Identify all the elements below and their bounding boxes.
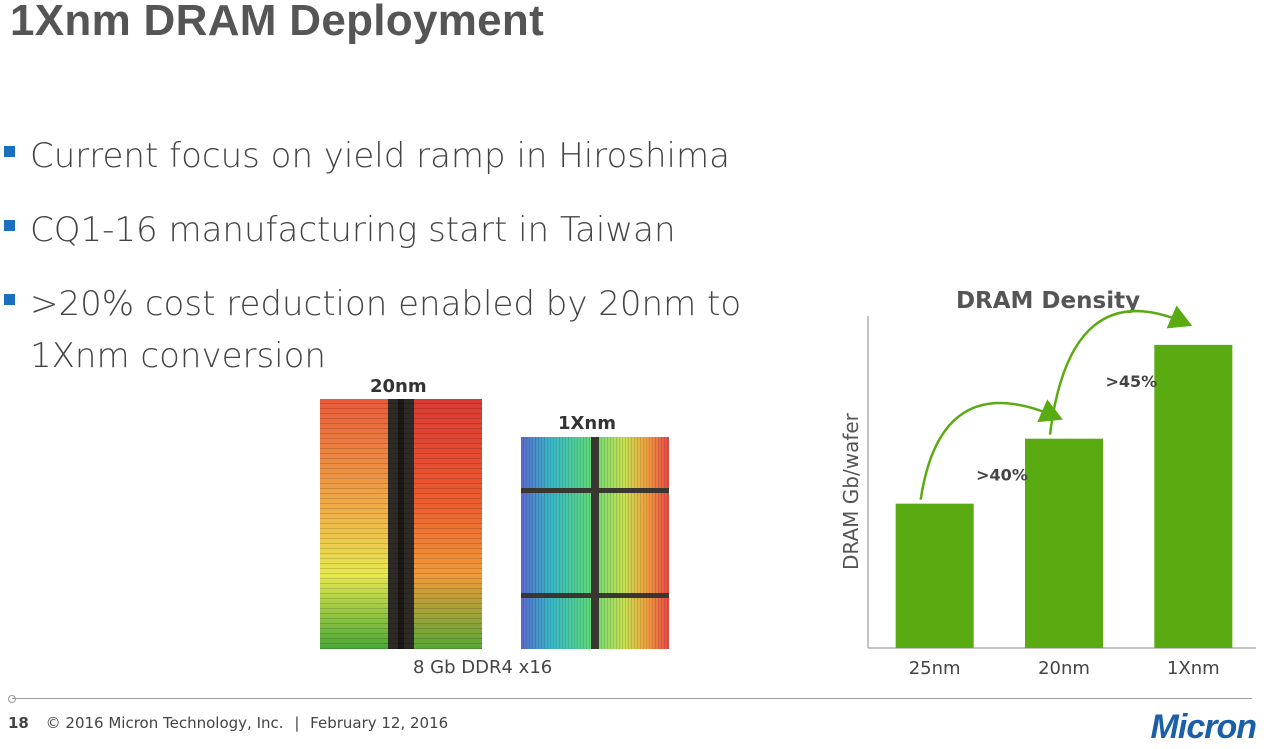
bar-1xnm: [1154, 344, 1233, 648]
bullet-marker-icon: [4, 294, 15, 305]
page-number: 18: [8, 714, 29, 732]
growth-arrow: [919, 399, 1063, 500]
bullet-text: CQ1-16 manufacturing start in Taiwan: [30, 210, 676, 250]
bar-20nm: [1025, 438, 1103, 648]
density-chart: DRAM Density DRAM Gb/wafer 25nm 20nm 1Xnm …: [820, 270, 1260, 690]
density-chart-svg: DRAM Density DRAM Gb/wafer 25nm 20nm 1Xnm …: [839, 288, 1256, 679]
growth-arrow: [1048, 305, 1193, 435]
bullet-text: Current focus on yield ramp in Hiroshima: [30, 136, 730, 176]
copyright-text: © 2016 Micron Technology, Inc.: [45, 714, 284, 732]
footer: 18 © 2016 Micron Technology, Inc. | Febr…: [8, 714, 448, 732]
die-1xnm-label: 1Xnm: [558, 413, 616, 434]
bar-25nm: [895, 503, 974, 648]
growth-annotation: >40%: [976, 466, 1028, 485]
x-tick-label: 1Xnm: [1167, 658, 1220, 679]
die-caption: 8 Gb DDR4 x16: [413, 657, 553, 678]
die-1xnm-image: [521, 437, 669, 649]
bullet-marker-icon: [4, 220, 15, 231]
die-20nm-image: [320, 399, 482, 649]
bullet-text: >20% cost reduction enabled by 20nm to 1…: [30, 284, 742, 376]
die-20nm-label: 20nm: [370, 376, 427, 397]
footer-separator: |: [294, 714, 300, 732]
footer-divider: [12, 698, 1252, 699]
chart-title: DRAM Density: [956, 288, 1140, 314]
x-tick-label: 20nm: [1038, 658, 1090, 679]
footer-date: February 12, 2016: [310, 714, 449, 732]
x-tick-label: 25nm: [909, 658, 961, 679]
growth-annotation: >45%: [1105, 372, 1157, 391]
footer-dot: [8, 695, 16, 703]
slide-title: 1Xnm DRAM Deployment: [10, 0, 545, 45]
bullet-marker-icon: [4, 146, 15, 157]
micron-logo: Micron: [1150, 708, 1257, 746]
y-axis-label: DRAM Gb/wafer: [839, 412, 863, 570]
